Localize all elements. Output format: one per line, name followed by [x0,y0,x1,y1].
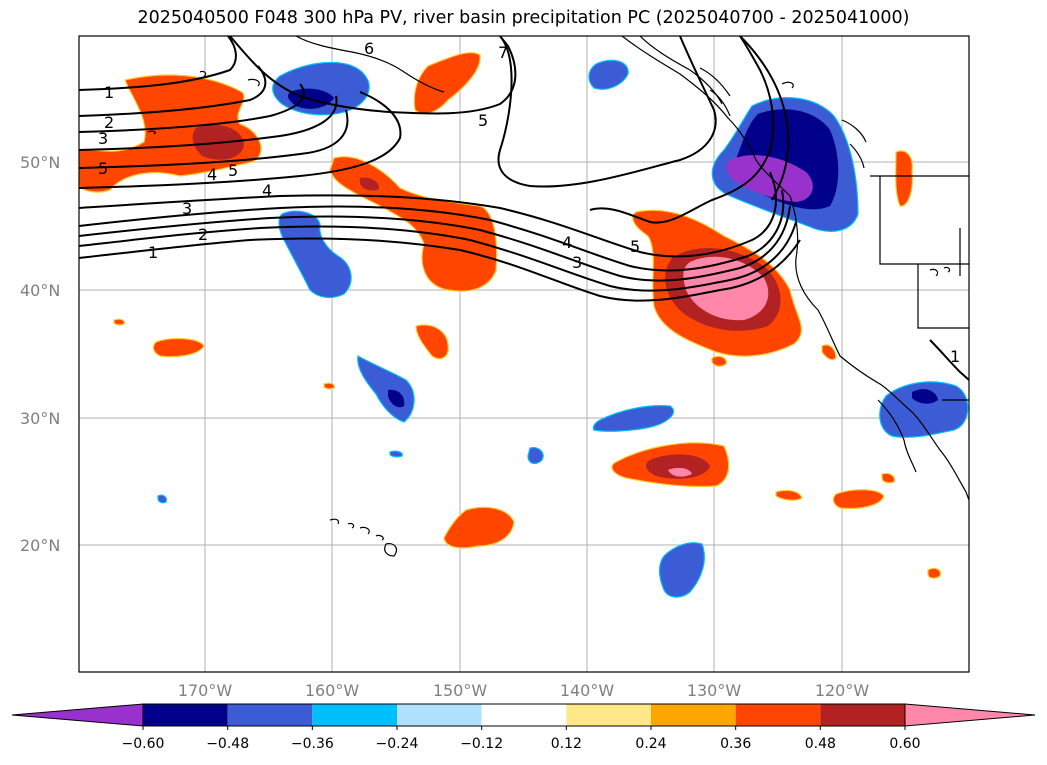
contour-label: 2 [104,113,114,132]
precip-region-southwest-negative [658,542,705,598]
colorbar-segment [312,704,397,726]
lat-label: 30°N [20,409,60,428]
colorbar-tick-label: 0.60 [889,736,920,752]
colorbar-segment [651,704,736,726]
precip-region-hawaii-positive [443,506,515,549]
colorbar-tick-label: −0.48 [206,736,249,752]
precip-region-small-positive-6 [821,344,837,361]
longitude-labels: 170°W 160°W 150°W 140°W 130°W 120°W [178,681,870,700]
precip-region-small-positive-3 [832,489,885,510]
colorbar-outline [142,703,906,727]
colorbar-under-extension [11,703,144,727]
colorbar-tick-label: −0.24 [376,736,419,752]
colorbar-tick-label: −0.36 [291,736,334,752]
colorbar: −0.60 −0.48 −0.36 −0.24 −0.12 0.12 0.24 0.36 0.4… [11,703,1036,752]
pv-contours [79,36,969,381]
colorbar-segment [397,704,482,726]
precip-region-south-positive-pink [668,467,692,477]
colorbar-tick-label: 0.48 [805,736,836,752]
precip-region-baja-negative-core [912,389,938,404]
precip-region-small-negative-3 [157,494,167,504]
contour-label: 6 [364,39,374,58]
contour-label: 7 [498,43,508,62]
contour-label: 4 [262,181,272,200]
contour-label: 3 [572,253,582,272]
contour-label: 5 [98,159,108,178]
precip-region-small-positive-7 [711,355,727,367]
coastlines [147,36,969,557]
map-frame [78,35,970,673]
precip-region-baja-negative [879,381,969,438]
precip-region-small-positive-4 [775,489,803,501]
colorbar-tick-label: 0.24 [635,736,666,752]
colorbar-tick-label: −0.12 [460,736,503,752]
contour-label: 2 [198,225,208,244]
lat-label: 40°N [20,281,60,300]
lon-label: 150°W [433,681,488,700]
latitude-labels: 50°N 40°N 30°N 20°N [20,153,60,555]
plot-title: 2025040500 F048 300 hPa PV, river basin … [137,8,910,28]
colorbar-segment [820,704,905,726]
precip-region-south-positive-core [646,454,710,479]
precip-region-small-positive-9 [927,567,941,579]
precip-region-gulf-negative-small [588,59,629,90]
lon-label: 130°W [687,681,742,700]
contour-label: 4 [207,165,217,184]
precip-region-south-negative [592,405,675,432]
precip-region-small-positive-11 [323,382,335,390]
precip-region-small-positive-5 [895,150,913,207]
contour-label: 1 [148,243,158,262]
colorbar-over-extension [904,703,1036,727]
contour-label: 1 [104,83,114,102]
lon-label: 170°W [178,681,233,700]
precip-region-small-negative-1 [527,447,544,465]
colorbar-tick-label: 0.12 [551,736,582,752]
lon-label: 140°W [560,681,615,700]
contour-label: 3 [98,129,108,148]
lon-label: 120°W [815,681,870,700]
colorbar-tick-label: −0.60 [122,736,165,752]
precip-region-gulf-negative-purple [726,155,813,202]
pv-contour-labels: 1 2 3 4 5 5 4 3 2 1 6 5 7 4 3 5 1 [98,39,960,366]
precip-region-small-positive-10 [113,318,125,326]
contour-label: 5 [228,161,238,180]
colorbar-segment [481,704,567,726]
precip-region-hawaii-negative-core [388,389,405,408]
colorbar-segment [227,704,313,726]
lon-label: 160°W [305,681,360,700]
lat-label: 20°N [20,536,60,555]
contour-label: 3 [182,199,192,218]
colorbar-segment [566,704,651,726]
contour-label: 5 [478,111,488,130]
precip-region-small-negative-2 [389,450,403,458]
contour-label: 4 [562,233,572,252]
colorbar-tick-label: 0.36 [720,736,751,752]
colorbar-segment [735,704,821,726]
precip-region-small-positive-8 [881,472,895,484]
contour-label: 5 [630,237,640,256]
precip-region-small-positive-1 [152,337,205,358]
colorbar-segment [143,704,228,726]
precip-region-small-positive-2 [415,324,449,360]
precip-region-aleutian-positive [413,52,481,115]
precip-region-mid-negative [278,210,352,299]
precip-region-central-positive-core [359,177,379,191]
contour-label: 1 [950,347,960,366]
lat-label: 50°N [20,153,60,172]
